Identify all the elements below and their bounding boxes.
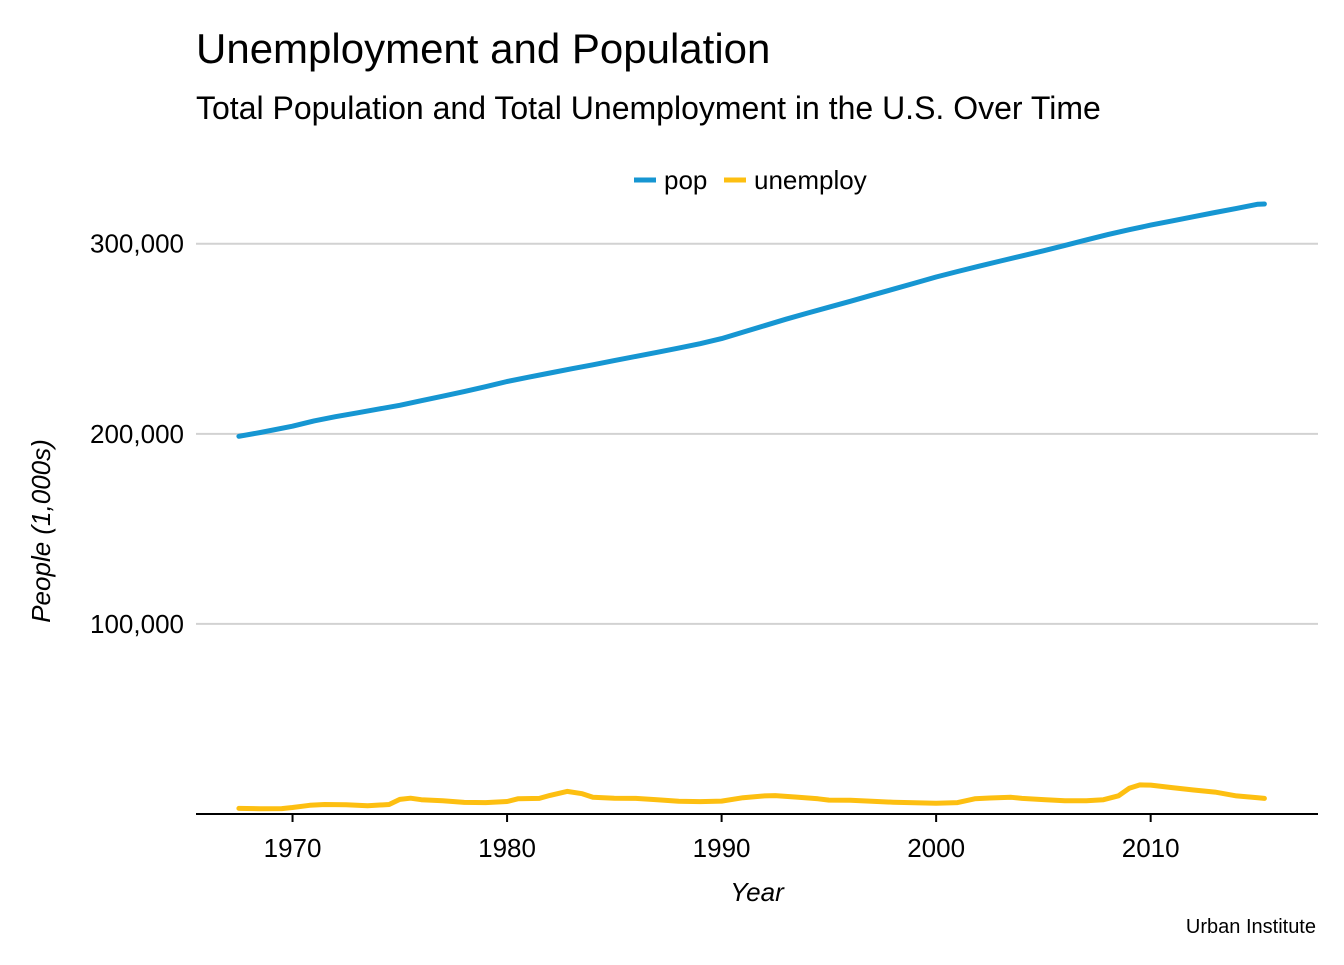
y-axis-ticks: 100,000 200,000 300,000: [90, 229, 184, 639]
y-tick-label-1: 200,000: [90, 419, 184, 449]
gridlines: [196, 242, 1318, 625]
chart-caption: Urban Institute: [1186, 916, 1316, 938]
plot-area: [236, 201, 1267, 812]
series-line-unemploy: [236, 782, 1267, 812]
x-axis-title: Year: [730, 877, 785, 907]
x-tick-label-3: 2000: [907, 833, 965, 863]
chart-title: Unemployment and Population: [196, 25, 770, 72]
x-tick-label-2: 1990: [693, 833, 751, 863]
x-tick-label-4: 2010: [1122, 833, 1180, 863]
legend-label-unemploy: unemploy: [754, 165, 867, 195]
x-tick-label-1: 1980: [478, 833, 536, 863]
x-axis-ticks: 1970 1980 1990 2000 2010: [264, 814, 1180, 863]
legend-label-pop: pop: [664, 165, 707, 195]
chart-subtitle: Total Population and Total Unemployment …: [196, 90, 1101, 126]
x-tick-label-0: 1970: [264, 833, 322, 863]
y-tick-label-0: 100,000: [90, 609, 184, 639]
y-tick-label-2: 300,000: [90, 229, 184, 259]
series-line-pop: [236, 201, 1267, 439]
y-axis-title: People (1,000s): [26, 439, 56, 623]
legend: pop unemploy: [634, 165, 867, 195]
